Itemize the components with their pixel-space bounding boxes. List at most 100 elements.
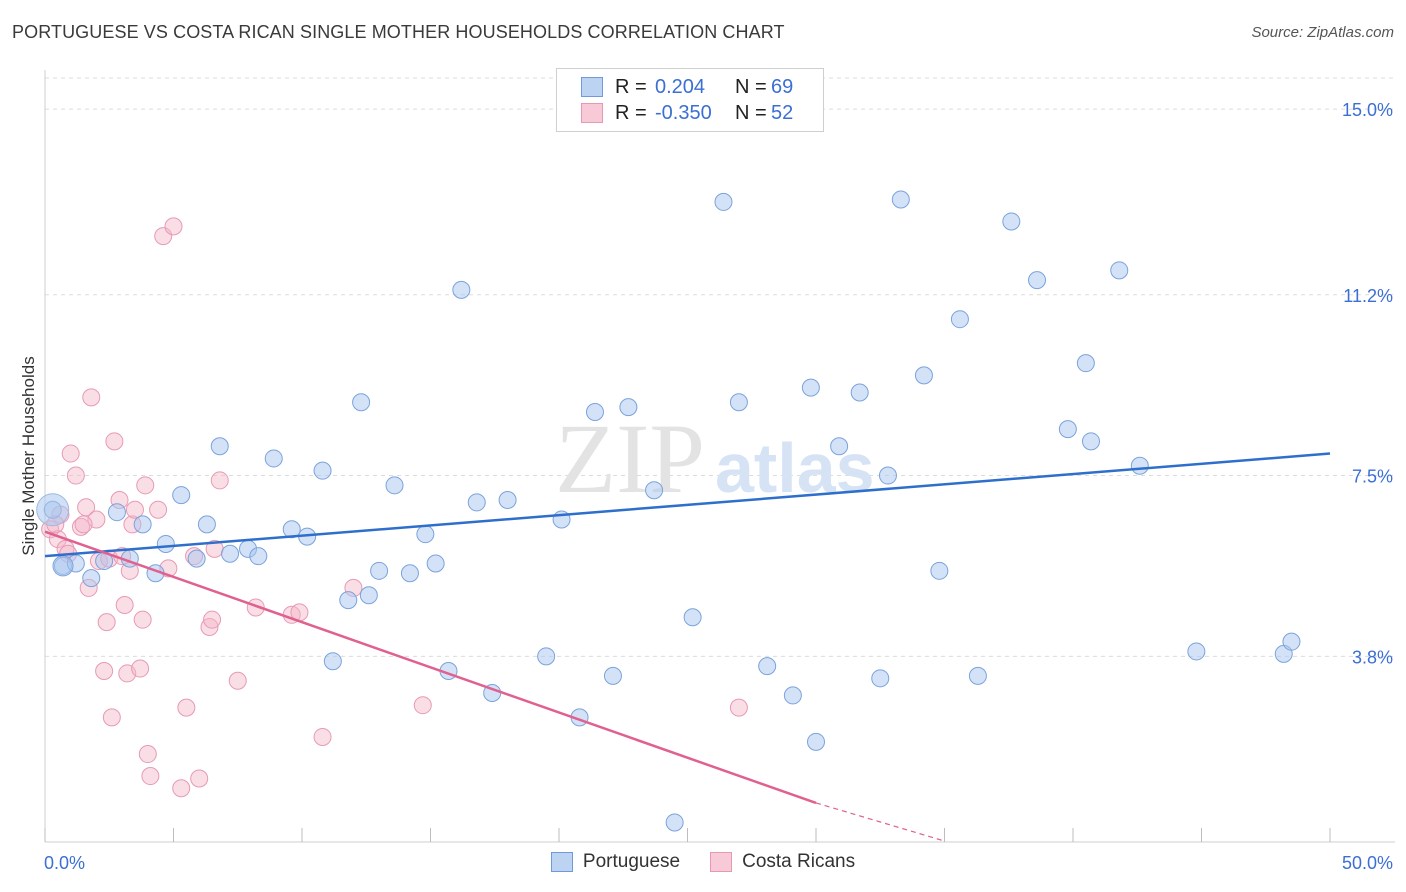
axis-labels: 3.8% 7.5% 11.2% 15.0% 0.0% 50.0% Single Mother… — [19, 100, 1393, 873]
costa-rican-point — [136, 476, 155, 495]
portuguese-point — [197, 515, 216, 534]
portuguese-trend-line — [44, 452, 1331, 558]
costa-rican-point — [141, 767, 160, 786]
bottom-legend-portuguese: Portuguese — [550, 851, 681, 873]
portuguese-point — [930, 561, 949, 580]
chart-title: PORTUGUESE VS COSTA RICAN SINGLE MOTHER … — [12, 22, 785, 42]
legend-r-value: -0.350 — [655, 101, 712, 124]
costa-rican-point — [105, 432, 124, 451]
portuguese-point — [968, 666, 987, 685]
legend-row-portuguese: R = 0.204 N = 69 — [581, 74, 793, 100]
portuguese-point — [156, 534, 175, 553]
costa-rican-point — [97, 613, 116, 632]
portuguese-point — [249, 547, 268, 566]
portuguese-point — [264, 449, 283, 468]
portuguese-point — [585, 403, 604, 422]
legend-r-label: R = — [615, 101, 647, 124]
portuguese-point — [1110, 261, 1129, 280]
portuguese-point — [352, 393, 371, 412]
portuguese-point — [323, 652, 342, 671]
x-tick-label: 0.0% — [44, 853, 85, 873]
portuguese-point-large — [36, 493, 70, 527]
costa-rican-point — [125, 500, 144, 519]
portuguese-point — [1058, 420, 1077, 439]
gridlines — [45, 77, 1395, 657]
legend-r-label: R = — [615, 75, 647, 98]
portuguese-point — [603, 666, 622, 685]
bottom-legend-label: Portuguese — [582, 851, 681, 872]
portuguese-point — [1081, 432, 1100, 451]
costa-rican-point — [115, 596, 134, 615]
costa-rican-point — [413, 696, 432, 715]
costa-rican-point — [138, 745, 157, 764]
portuguese-point — [385, 476, 404, 495]
portuguese-point — [313, 461, 332, 480]
portuguese-point — [400, 564, 419, 583]
legend-row-costa-rican: R = -0.350 N = 52 — [581, 100, 793, 126]
y-tick-label: 7.5% — [1352, 467, 1393, 487]
portuguese-point — [452, 280, 471, 299]
portuguese-point — [665, 813, 684, 832]
costa-rican-point — [131, 659, 150, 678]
portuguese-point — [416, 525, 435, 544]
costa-rican-point — [95, 661, 114, 680]
legend-n-value: 52 — [771, 101, 794, 124]
portuguese-point — [807, 732, 825, 751]
portuguese-point — [187, 549, 206, 568]
portuguese-point — [370, 561, 389, 580]
costa-rican-point — [228, 671, 247, 690]
portuguese-point — [729, 393, 748, 412]
costa-rican-point — [177, 698, 196, 717]
legend-n-label: N = — [735, 75, 767, 98]
portuguese-point — [1130, 456, 1149, 475]
portuguese-point — [830, 437, 849, 456]
portuguese-point — [1187, 642, 1206, 661]
costa-rican-point — [203, 610, 222, 629]
y-tick-label: 15.0% — [1342, 100, 1393, 120]
portuguese-point — [537, 647, 556, 666]
portuguese-point-medium — [52, 555, 74, 577]
bottom-legend: Portuguese Costa Ricans — [0, 851, 1406, 873]
portuguese-swatch — [550, 852, 573, 872]
watermark-zip: ZIP — [555, 403, 705, 514]
y-tick-label: 11.2% — [1343, 286, 1393, 306]
y-tick-label: 3.8% — [1352, 647, 1393, 667]
costa-rican-point — [313, 727, 332, 746]
axes — [44, 70, 1395, 843]
bottom-legend-label: Costa Ricans — [742, 851, 856, 872]
portuguese-point — [82, 569, 101, 588]
portuguese-point — [1282, 632, 1301, 651]
legend-n-value: 69 — [771, 75, 794, 98]
portuguese-point — [426, 554, 445, 573]
costa-rican-point — [729, 698, 748, 717]
portuguese-point — [950, 310, 969, 329]
portuguese-point — [107, 503, 126, 522]
costa-rican-point — [71, 517, 90, 536]
portuguese-point — [891, 190, 910, 209]
legend-r-value: 0.204 — [655, 75, 706, 98]
portuguese-point — [619, 398, 638, 417]
costa-rican-point — [149, 500, 168, 519]
portuguese-point — [683, 608, 702, 627]
portuguese-point — [221, 544, 240, 563]
watermark: ZIP atlas — [555, 403, 875, 514]
costa-rican-point — [61, 444, 80, 463]
costa-rican-point — [133, 610, 152, 629]
watermark-atlas: atlas — [715, 429, 875, 507]
costa-rican-point — [210, 471, 229, 490]
portuguese-point — [282, 520, 301, 539]
trend-lines — [44, 452, 1331, 842]
x-tick-label: 50.0% — [1342, 853, 1393, 873]
portuguese-point — [359, 586, 378, 605]
costa-rican-point — [164, 217, 183, 236]
portuguese-point — [1002, 212, 1021, 231]
bottom-legend-costa-rican: Costa Ricans — [710, 851, 855, 873]
portuguese-point — [850, 383, 869, 402]
costa-rican-swatch — [581, 103, 603, 123]
portuguese-point — [498, 490, 517, 509]
costa-rican-points — [41, 217, 748, 798]
portuguese-point — [339, 591, 358, 610]
portuguese-point — [914, 366, 933, 385]
portuguese-point — [172, 486, 191, 505]
